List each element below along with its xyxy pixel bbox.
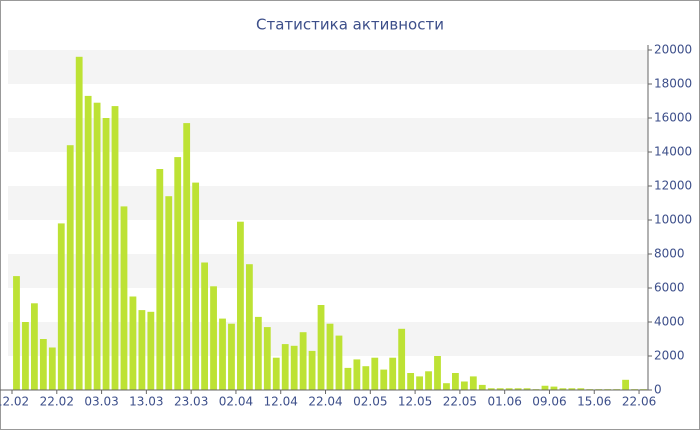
y-tick-label: 0 — [654, 383, 662, 397]
bar — [344, 367, 352, 390]
bar — [371, 357, 379, 390]
x-tick-label: 12.05 — [398, 395, 432, 409]
bar — [102, 118, 110, 390]
bar — [237, 221, 244, 390]
y-tick-label: 12000 — [654, 179, 692, 193]
bar — [559, 388, 567, 390]
bar — [487, 388, 495, 390]
bar — [201, 262, 208, 390]
bar — [425, 371, 432, 390]
bar — [469, 376, 477, 390]
bar — [496, 388, 504, 390]
bar — [272, 357, 280, 390]
bar — [452, 373, 459, 390]
bar — [362, 366, 370, 390]
bar — [308, 350, 316, 390]
bar — [183, 123, 191, 390]
bar — [577, 388, 585, 390]
bar — [245, 264, 253, 390]
bar — [39, 339, 47, 390]
bar — [622, 379, 630, 390]
bar — [416, 376, 423, 390]
y-tick-label: 4000 — [654, 315, 685, 329]
bar — [505, 388, 513, 390]
bar — [478, 384, 486, 390]
bar — [335, 335, 343, 390]
bar — [57, 223, 65, 390]
x-tick-label: 12.04 — [264, 395, 298, 409]
x-tick-label: 03.03 — [84, 395, 118, 409]
bar — [407, 373, 415, 390]
bar — [156, 169, 164, 390]
y-tick-label: 10000 — [654, 213, 692, 227]
x-tick-label: 13.03 — [129, 395, 163, 409]
x-tick-label: 12.02 — [0, 395, 29, 409]
bar — [66, 145, 74, 390]
bar — [138, 310, 146, 390]
bar — [398, 328, 406, 390]
bar — [210, 286, 217, 390]
bar — [550, 386, 558, 390]
bar — [30, 303, 38, 390]
y-tick-label: 2000 — [654, 349, 685, 363]
y-tick-label: 18000 — [654, 77, 692, 91]
bar — [353, 359, 361, 390]
bar — [84, 95, 92, 391]
bar — [111, 106, 119, 390]
bar — [75, 56, 83, 391]
bar — [13, 276, 20, 390]
bar — [434, 356, 441, 390]
bar — [514, 388, 522, 390]
x-tick-label: 09.06 — [532, 395, 566, 409]
x-tick-label: 02.05 — [353, 395, 387, 409]
y-tick-label: 8000 — [654, 247, 685, 261]
bar — [147, 311, 155, 390]
x-tick-label: 23.03 — [174, 395, 208, 409]
x-tick-label: 22.05 — [443, 395, 477, 409]
y-tick-label: 20000 — [654, 43, 692, 57]
bar — [93, 102, 101, 390]
x-tick-label: 01.06 — [487, 395, 521, 409]
bar — [389, 357, 397, 390]
bar — [254, 316, 262, 390]
y-tick-label: 16000 — [654, 111, 692, 125]
x-tick-label: 02.04 — [219, 395, 253, 409]
x-tick-label: 22.02 — [40, 395, 74, 409]
bar — [380, 369, 388, 390]
bar — [219, 318, 226, 390]
grid-band — [8, 50, 648, 84]
bar — [299, 332, 307, 390]
bar — [120, 206, 128, 390]
bar — [460, 381, 468, 390]
bar — [129, 296, 137, 390]
bar — [541, 385, 549, 390]
bar — [22, 322, 29, 390]
bar — [523, 388, 531, 390]
bar — [228, 323, 235, 390]
bar — [263, 327, 271, 390]
bar — [443, 383, 450, 390]
bar — [568, 388, 576, 390]
bar — [192, 182, 200, 390]
chart-title: Статистика активности — [256, 16, 444, 34]
bar — [281, 344, 289, 390]
bar — [48, 347, 56, 390]
x-tick-label: 22.04 — [308, 395, 342, 409]
bar — [174, 157, 182, 390]
bar — [290, 345, 298, 390]
y-tick-label: 14000 — [654, 145, 692, 159]
bar — [317, 305, 325, 390]
x-tick-label: 15.06 — [577, 395, 611, 409]
bar — [165, 196, 173, 390]
y-tick-label: 6000 — [654, 281, 685, 295]
bar — [326, 323, 334, 390]
x-tick-label: 22.06 — [622, 395, 656, 409]
